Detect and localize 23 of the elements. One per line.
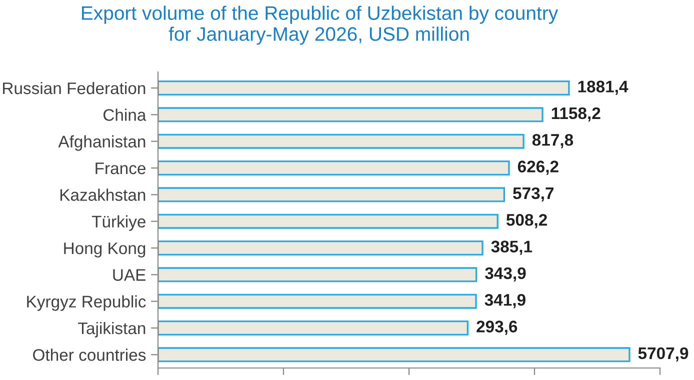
data-label: 508,2 (506, 214, 547, 228)
y-tick-label: Tajikistan (78, 322, 146, 338)
data-label: 343,9 (485, 267, 526, 282)
y-tick-label: Türkiye (92, 215, 146, 231)
y-tick-label: Hong Kong (64, 242, 146, 258)
data-label: 817,8 (532, 134, 574, 148)
data-label: 1158,2 (552, 107, 600, 122)
y-tick-label: Russian Federation (3, 82, 146, 94)
data-label: 626,2 (518, 160, 558, 175)
y-tick-label: Kyrgyz Republic (27, 295, 146, 311)
data-label: 573,7 (513, 187, 554, 202)
y-tick-label: UAE (113, 269, 146, 281)
y-tick-label: Other countries (33, 348, 146, 361)
y-tick-label: China (103, 108, 146, 121)
y-tick-label: France (96, 162, 146, 174)
y-tick-label: Afghanistan (58, 135, 146, 151)
data-label: 5707,9 (638, 347, 688, 362)
data-label: 385,1 (491, 240, 532, 255)
y-tick-label: Kazakhstan (60, 188, 146, 201)
chart-title: Export volume of the Republic of Uzbekistan by country for January-May 2026, USD million (82, 6, 558, 45)
data-label: 1881,4 (578, 80, 628, 95)
data-label: 341,9 (484, 294, 526, 308)
data-label: 293,6 (476, 320, 518, 335)
